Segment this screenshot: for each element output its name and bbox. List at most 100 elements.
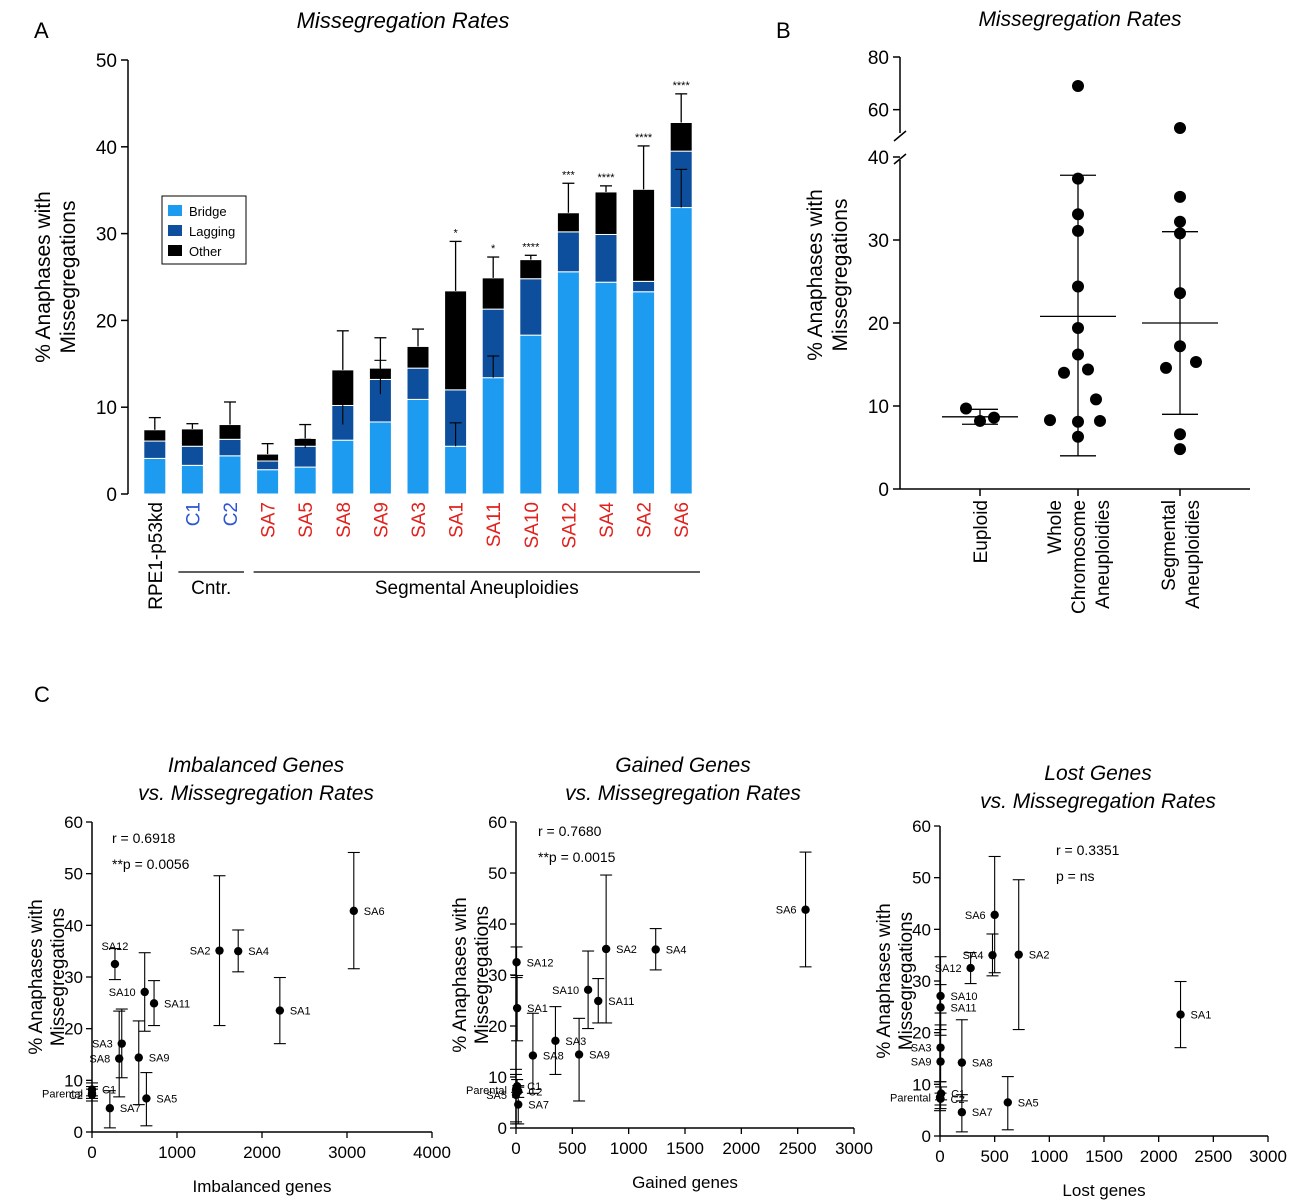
- panel-b-point: [974, 415, 986, 427]
- panelC2-label-SA2: SA2: [616, 944, 637, 956]
- panel-b-point: [1094, 415, 1106, 427]
- panel-b-ytick-label: 80: [868, 48, 889, 69]
- panelC2-xtick-label: 500: [558, 1139, 586, 1158]
- bar-SA2-lagging: [633, 281, 655, 291]
- bar-C1-other: [181, 429, 203, 446]
- panelC1-xtick-label: 3000: [328, 1143, 366, 1162]
- panelC3-xtick-label: 2500: [1194, 1147, 1232, 1166]
- bar-SA8-other: [332, 370, 354, 406]
- panelC2-ytick-label: 20: [488, 1017, 507, 1036]
- panelC1-label-SA10: SA10: [109, 987, 136, 999]
- panelC2-ytick-label: 0: [498, 1119, 507, 1138]
- panelC2-label-C2: C2: [528, 1086, 542, 1098]
- panel-a-ytick-label: 40: [96, 138, 117, 159]
- panelC3-ytick-label: 0: [922, 1127, 931, 1146]
- panelC1-label-SA9: SA9: [149, 1053, 170, 1065]
- bar-SA8-bridge: [332, 440, 354, 494]
- panelC1-label-SA6: SA6: [364, 906, 385, 918]
- legend-label-other: Other: [189, 244, 222, 259]
- x-label-RPE1-p53kd: RPE1-p53kd: [146, 502, 167, 610]
- panelC2-title-line2: vs. Missegregation Rates: [565, 782, 801, 805]
- panelC3-stat-1: p = ns: [1056, 868, 1095, 884]
- panel-b-point: [1072, 80, 1084, 92]
- panelC3-xtick-label: 1500: [1085, 1147, 1123, 1166]
- x-label-SA7: SA7: [259, 502, 280, 538]
- panelC1-point-SA3: [118, 1039, 126, 1047]
- bar-SA5-bridge: [294, 467, 316, 494]
- panelC1-title-line1: Imbalanced Genes: [168, 754, 345, 777]
- panelC2-point-SA11: [594, 997, 602, 1005]
- panelC2-ylabel-line1: % Anaphases with: [450, 897, 471, 1052]
- panelC2-label-SA12: SA12: [527, 957, 554, 969]
- panel-b-point: [988, 412, 1000, 424]
- panel-b-point: [1174, 443, 1186, 455]
- panelC1-ytick-label: 20: [64, 1020, 83, 1039]
- panel-c2-chart: Gained Genesvs. Missegregation Rates% An…: [450, 754, 873, 1192]
- x-label-SA9: SA9: [371, 502, 392, 538]
- x-label-SA6: SA6: [672, 502, 693, 538]
- panelC3-label-SA6: SA6: [965, 910, 986, 922]
- panel-a-ytick-label: 10: [96, 398, 117, 419]
- panelC2-point-SA9: [575, 1050, 583, 1058]
- significance-SA10: ****: [522, 241, 540, 253]
- panelC1-xtick-label: 1000: [158, 1143, 196, 1162]
- panel-b-point: [1072, 322, 1084, 334]
- significance-SA6: ****: [673, 80, 691, 92]
- panelC3-ytick-label: 60: [912, 817, 931, 836]
- panelC1-point-SA12: [111, 960, 119, 968]
- panel-b-chart: Missegregation Rates % Anaphases with Miss…: [804, 8, 1250, 614]
- panelC2-point-SA2: [602, 945, 610, 953]
- panel-b-ytick-label: 10: [868, 397, 889, 418]
- x-label-SA8: SA8: [334, 502, 355, 538]
- panel-b-ytick-label: 30: [868, 231, 889, 252]
- panel-label-b: B: [776, 18, 791, 43]
- panelC3-xtick-label: 2000: [1140, 1147, 1178, 1166]
- panelC1-point-SA2: [215, 946, 223, 954]
- panelC2-label-SA3: SA3: [565, 1036, 586, 1048]
- panelC2-point-SA3: [551, 1037, 559, 1045]
- panelC3-ylabel-line1: % Anaphases with: [874, 903, 895, 1058]
- panel-b-category-label: Whole: [1045, 500, 1066, 554]
- x-label-SA11: SA11: [484, 502, 505, 547]
- panelC3-point-SA1: [1176, 1010, 1184, 1018]
- significance-SA11: *: [491, 243, 496, 255]
- panelC3-label-SA11: SA11: [951, 1002, 977, 1014]
- panel-b-point: [1072, 416, 1084, 428]
- panelC2-xtick-label: 2500: [779, 1139, 817, 1158]
- panelC1-point-SA9: [135, 1053, 143, 1061]
- panelC3-point-SA4: [988, 951, 996, 959]
- panel-b-ytick-label: 20: [868, 314, 889, 335]
- bar-SA10-other: [520, 260, 542, 279]
- panel-b-point: [1072, 173, 1084, 185]
- panelC3-xtick-label: 500: [980, 1147, 1008, 1166]
- bar-C1-lagging: [181, 446, 203, 465]
- bar-C2-bridge: [219, 456, 241, 494]
- x-label-SA5: SA5: [296, 502, 317, 538]
- panel-a-ylabel-line1: % Anaphases with: [32, 191, 55, 363]
- panel-b-point: [1072, 349, 1084, 361]
- bar-SA3-bridge: [407, 399, 429, 494]
- panel-b-point: [1090, 393, 1102, 405]
- panelC3-xtick-label: 1000: [1030, 1147, 1068, 1166]
- panelC1-label-SA11: SA11: [164, 998, 190, 1010]
- significance-SA2: ****: [635, 132, 653, 144]
- panelC2-ytick-label: 30: [488, 966, 507, 985]
- legend-label-bridge: Bridge: [189, 204, 227, 219]
- bar-RPE1-p53kd-other: [144, 430, 166, 441]
- significance-SA12: ***: [562, 169, 576, 181]
- panelC2-point-SA10: [584, 986, 592, 994]
- bar-SA7-lagging: [257, 461, 279, 470]
- panelC2-label-SA11: SA11: [608, 996, 634, 1008]
- panelC3-xtick-label: 0: [935, 1147, 944, 1166]
- panelC3-point-SA9: [936, 1057, 944, 1065]
- bar-SA7-bridge: [257, 470, 279, 494]
- panelC2-ytick-label: 40: [488, 915, 507, 934]
- x-label-SA1: SA1: [447, 502, 468, 538]
- panelC2-label-SA6: SA6: [776, 905, 797, 917]
- panelC2-ytick-label: 60: [488, 813, 507, 832]
- panel-label-a: A: [34, 18, 49, 43]
- panelC1-point-C2: [88, 1091, 96, 1099]
- bar-SA4-lagging: [595, 234, 617, 282]
- panelC1-ylabel-line1: % Anaphases with: [26, 899, 47, 1054]
- bar-SA3-other: [407, 346, 429, 368]
